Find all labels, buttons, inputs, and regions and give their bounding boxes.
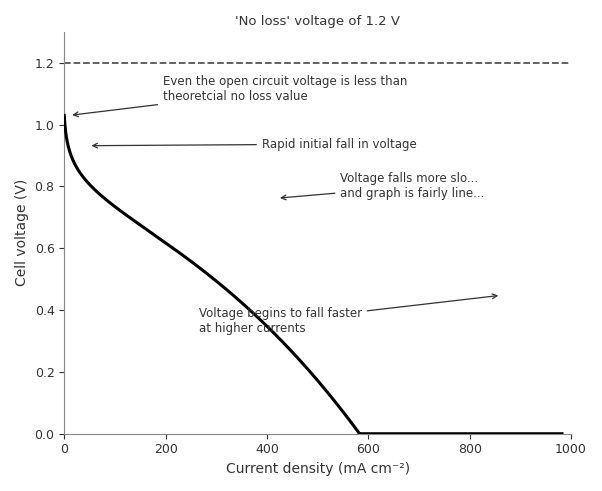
X-axis label: Current density (mA cm⁻²): Current density (mA cm⁻²) <box>226 462 410 476</box>
Text: Even the open circuit voltage is less than
theoretcial no loss value: Even the open circuit voltage is less th… <box>73 75 408 117</box>
Title: 'No loss' voltage of 1.2 V: 'No loss' voltage of 1.2 V <box>235 15 400 28</box>
Text: Voltage falls more slo...
and graph is fairly line...: Voltage falls more slo... and graph is f… <box>281 172 485 200</box>
Text: Rapid initial fall in voltage: Rapid initial fall in voltage <box>93 137 417 151</box>
Text: Voltage begins to fall faster
at higher currents: Voltage begins to fall faster at higher … <box>199 294 497 335</box>
Y-axis label: Cell voltage (V): Cell voltage (V) <box>15 179 29 286</box>
